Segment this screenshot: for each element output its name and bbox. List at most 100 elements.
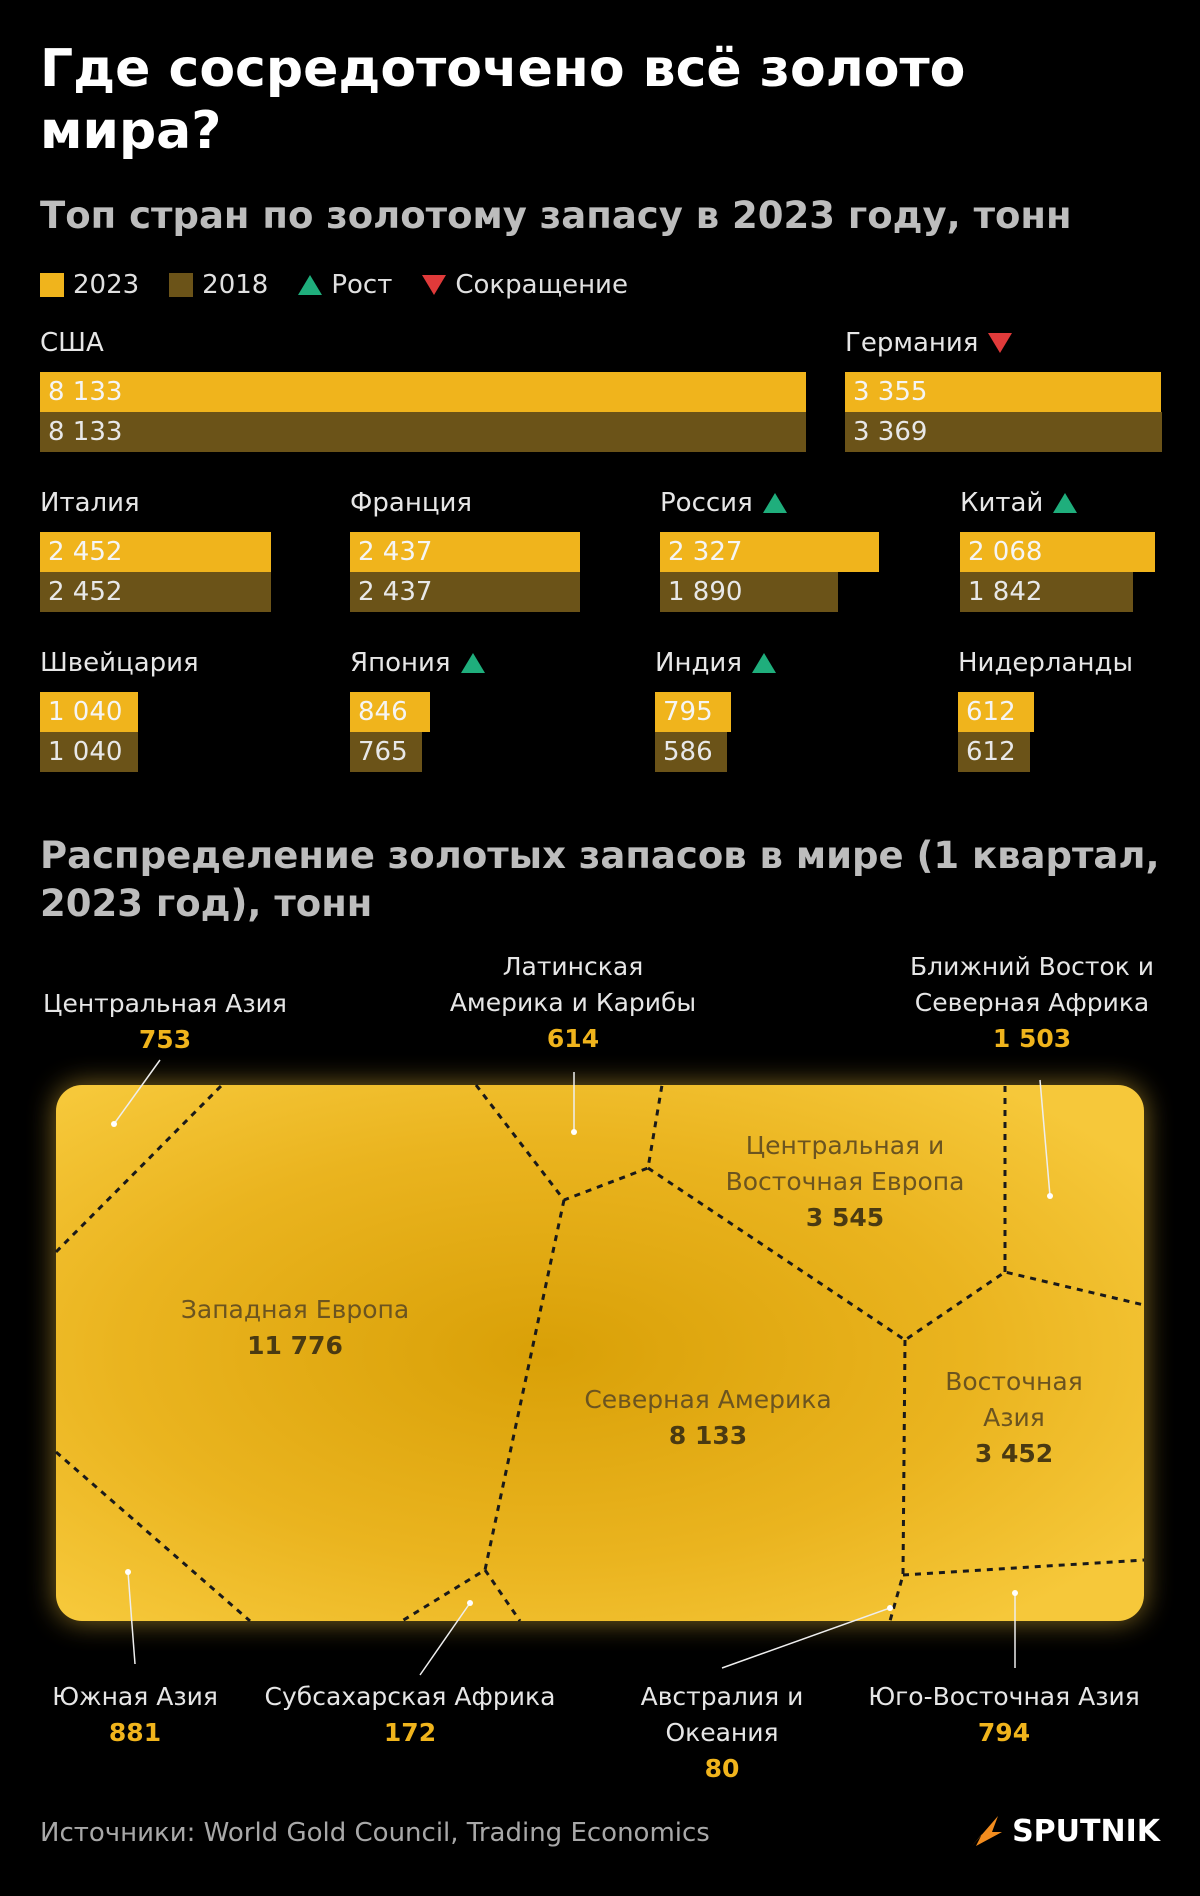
legend-swatch-2018 <box>169 273 194 297</box>
leader-dots <box>111 1121 1053 1611</box>
bar-2018-label: 765 <box>358 737 408 767</box>
region-mena-name: Ближний Восток и <box>910 952 1154 981</box>
bar-2018: 586 <box>655 732 727 772</box>
region-east-asia-name: Азия <box>983 1403 1045 1432</box>
region-latam-value: 614 <box>547 1024 599 1053</box>
bar-2023: 2 452 <box>40 532 271 572</box>
bar-2018-label: 1 842 <box>968 577 1043 607</box>
country-name-text: Китай <box>960 488 1044 518</box>
bar-2018: 612 <box>958 732 1030 772</box>
country-8: Индия 795 586 <box>655 646 776 772</box>
country-name-text: Япония <box>350 648 451 678</box>
bar-2023: 612 <box>958 692 1034 732</box>
triangle-down-icon <box>422 275 447 295</box>
triangle-down-icon <box>988 333 1013 353</box>
region-sea-name: Юго-Восточная Азия <box>868 1682 1140 1711</box>
triangle-up-icon <box>751 653 776 673</box>
bar-2018: 1 842 <box>960 572 1134 612</box>
region-south-asia-value: 881 <box>109 1718 161 1747</box>
region-oceania-value: 80 <box>705 1754 740 1783</box>
bar-2023-label: 2 068 <box>968 537 1043 567</box>
bar-2023: 795 <box>655 692 731 732</box>
brand-name: SPUTNIK <box>1012 1813 1160 1849</box>
country-name: США <box>40 326 806 360</box>
bar-2018: 8 133 <box>40 412 806 452</box>
country-name-text: Италия <box>40 488 140 518</box>
bar-2018-label: 1 040 <box>48 737 123 767</box>
legend-label-decline: Сокращение <box>455 270 628 300</box>
bar-2018: 3 369 <box>845 412 1163 452</box>
bar-2018-label: 612 <box>966 737 1016 767</box>
region-sea-value: 794 <box>978 1718 1030 1747</box>
region-ssa-name: Субсахарская Африка <box>265 1682 556 1711</box>
bar-2023: 846 <box>350 692 430 732</box>
bar-2023-label: 2 437 <box>358 537 433 567</box>
bar-2023: 3 355 <box>845 372 1161 412</box>
legend-label-2018: 2018 <box>202 270 269 300</box>
country-7: Япония 846 765 <box>350 646 485 772</box>
legend-decline: Сокращение <box>422 270 628 300</box>
region-ssa-value: 172 <box>384 1718 436 1747</box>
region-oceania-name: Австралия и <box>641 1682 804 1711</box>
country-name: Германия <box>845 326 1162 360</box>
legend-label-growth: Рост <box>331 270 393 300</box>
bar-2023-label: 3 355 <box>853 377 928 407</box>
legend-label-2023: 2023 <box>73 270 140 300</box>
bar-2018-label: 2 437 <box>358 577 433 607</box>
region-north-america-value: 8 133 <box>669 1421 747 1450</box>
country-5: Китай 2 068 1 842 <box>960 486 1155 612</box>
country-0: США 8 133 8 133 <box>40 326 806 452</box>
chart-subtitle: Топ стран по золотому запасу в 2023 году… <box>40 194 1072 237</box>
country-9: Нидерланды 612 612 <box>958 646 1133 772</box>
region-western-europe-name: Западная Европа <box>181 1295 409 1324</box>
region-central-asia-name: Центральная Азия <box>43 989 287 1018</box>
bar-2023: 8 133 <box>40 372 806 412</box>
country-3: Франция 2 437 2 437 <box>350 486 580 612</box>
leader-lines <box>113 1059 1051 1676</box>
bar-2023-label: 2 452 <box>48 537 123 567</box>
country-name: Китай <box>960 486 1155 520</box>
region-borders <box>54 1083 1145 1623</box>
map-subtitle: Распределение золотых запасов в мире (1 … <box>40 834 1160 925</box>
triangle-up-icon <box>762 493 787 513</box>
legend-growth: Рост <box>298 270 392 300</box>
legend-swatch-2023 <box>40 273 64 297</box>
region-oceania-name: Океания <box>665 1718 778 1747</box>
country-name: Нидерланды <box>958 646 1133 680</box>
map-labels: Западная Европа 11 776 Северная Америка 8 1… <box>43 952 1154 1783</box>
bar-2018: 2 452 <box>40 572 271 612</box>
region-cee-name: Восточная Европа <box>726 1167 965 1196</box>
bar-2023-label: 612 <box>966 697 1016 727</box>
country-6: Швейцария 1 040 1 040 <box>40 646 199 772</box>
region-central-asia-value: 753 <box>139 1025 191 1054</box>
source-note: Источники: World Gold Council, Trading E… <box>40 1818 710 1848</box>
legend-2018: 2018 <box>169 270 268 300</box>
bar-2018: 1 890 <box>660 572 838 612</box>
country-name: Россия <box>660 486 879 520</box>
region-south-asia-name: Южная Азия <box>52 1682 218 1711</box>
country-name: Швейцария <box>40 646 199 680</box>
country-name: Италия <box>40 486 271 520</box>
triangle-up-icon <box>298 275 323 295</box>
country-2: Италия 2 452 2 452 <box>40 486 271 612</box>
country-name-text: США <box>40 328 104 358</box>
country-name-text: Германия <box>845 328 979 358</box>
triangle-up-icon <box>1053 493 1078 513</box>
bar-2018-label: 586 <box>663 737 713 767</box>
country-name-text: Нидерланды <box>958 648 1133 678</box>
bar-2023-label: 795 <box>663 697 713 727</box>
bar-2023: 2 068 <box>960 532 1155 572</box>
region-latam-name: Америка и Карибы <box>450 988 696 1017</box>
page-title: Где сосредоточено всё золото мира? <box>40 39 966 161</box>
bar-2023-label: 2 327 <box>668 537 743 567</box>
region-latam-name: Латинская <box>503 952 643 981</box>
legend: 2023 2018 Рост Сокращение <box>40 270 658 300</box>
country-4: Россия 2 327 1 890 <box>660 486 880 612</box>
country-name-text: Франция <box>350 488 473 518</box>
bar-2018-label: 1 890 <box>668 577 743 607</box>
bar-2018-label: 3 369 <box>853 417 928 447</box>
country-name: Франция <box>350 486 580 520</box>
region-cee-name: Центральная и <box>746 1131 945 1160</box>
country-name-text: Индия <box>655 648 742 678</box>
